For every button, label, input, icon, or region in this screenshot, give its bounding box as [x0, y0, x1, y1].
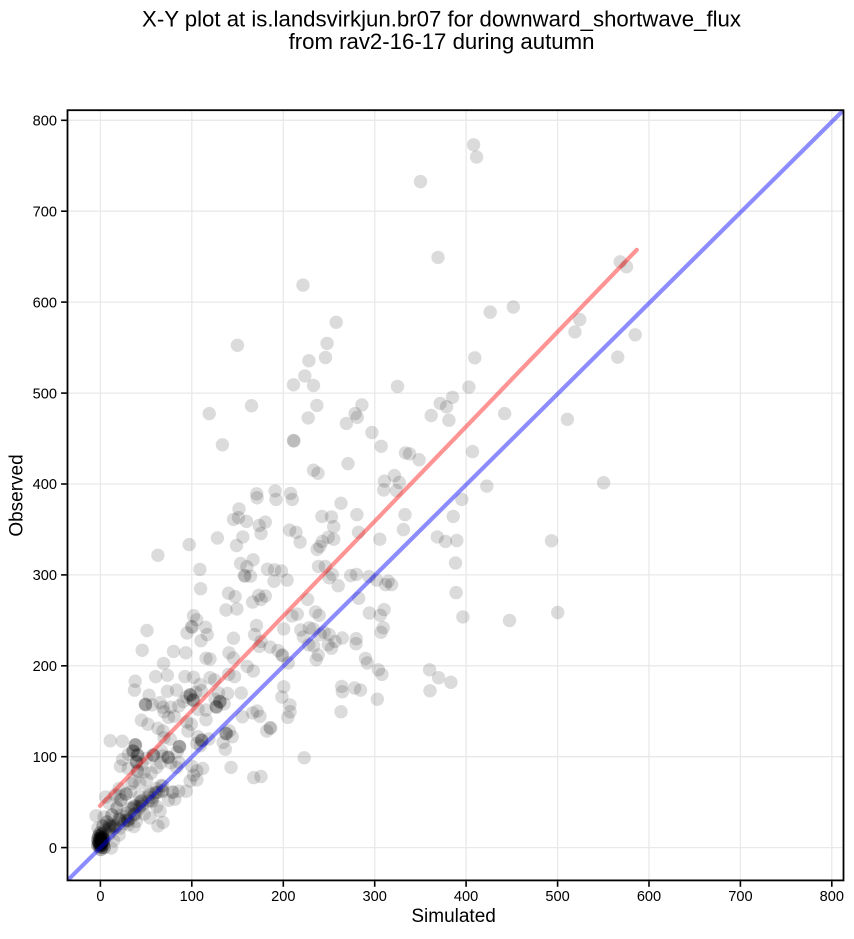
svg-text:100: 100: [180, 889, 204, 905]
svg-text:Simulated: Simulated: [411, 906, 496, 927]
svg-text:800: 800: [33, 114, 57, 130]
svg-text:600: 600: [637, 889, 661, 905]
svg-text:0: 0: [96, 889, 104, 905]
svg-text:700: 700: [33, 204, 57, 220]
svg-text:400: 400: [33, 477, 57, 493]
svg-text:X-Y plot at is.landsvirkjun.br: X-Y plot at is.landsvirkjun.br07 for dow…: [142, 7, 741, 32]
svg-text:300: 300: [33, 568, 57, 584]
svg-text:400: 400: [454, 889, 478, 905]
svg-text:100: 100: [33, 750, 57, 766]
svg-text:500: 500: [33, 386, 57, 402]
svg-text:300: 300: [363, 889, 387, 905]
svg-text:500: 500: [545, 889, 569, 905]
svg-text:0: 0: [49, 841, 57, 857]
svg-text:700: 700: [728, 889, 752, 905]
svg-text:800: 800: [820, 889, 844, 905]
svg-text:Observed: Observed: [6, 454, 27, 536]
svg-text:600: 600: [33, 295, 57, 311]
svg-text:200: 200: [33, 659, 57, 675]
svg-text:200: 200: [271, 889, 295, 905]
svg-text:from rav2-16-17 during autumn: from rav2-16-17 during autumn: [289, 29, 595, 54]
